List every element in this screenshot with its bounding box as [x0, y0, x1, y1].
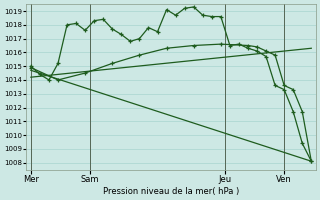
- X-axis label: Pression niveau de la mer( hPa ): Pression niveau de la mer( hPa ): [103, 187, 239, 196]
